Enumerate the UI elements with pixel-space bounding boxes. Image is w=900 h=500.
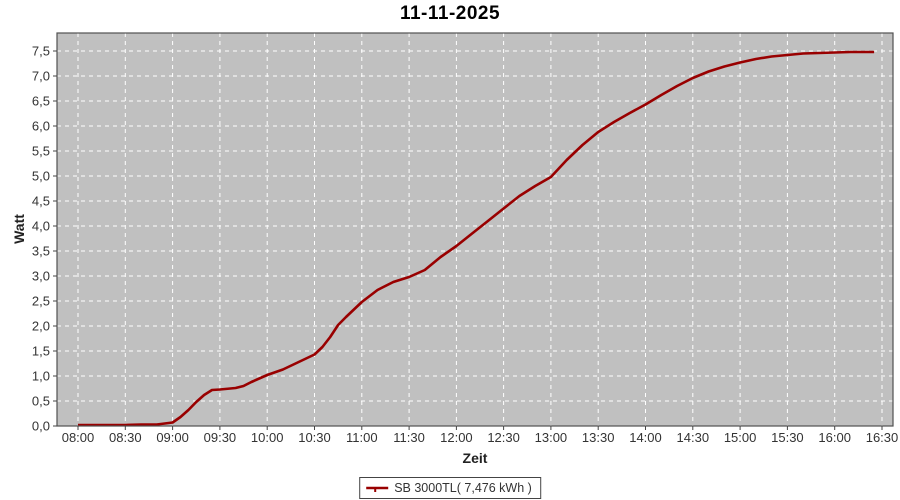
y-tick-label: 0,0 (32, 419, 50, 434)
y-tick-label: 3,0 (32, 269, 50, 284)
x-tick-label: 15:30 (771, 430, 804, 445)
x-tick-label: 10:30 (298, 430, 331, 445)
y-tick-label: 6,5 (32, 94, 50, 109)
x-tick-label: 09:30 (204, 430, 237, 445)
series-line-icon (366, 486, 389, 492)
x-tick-label: 15:00 (724, 430, 757, 445)
y-tick-label: 4,5 (32, 194, 50, 209)
x-tick-label: 08:00 (62, 430, 95, 445)
x-tick-label: 09:00 (156, 430, 189, 445)
y-tick-label: 5,0 (32, 169, 50, 184)
x-tick-label: 16:30 (866, 430, 899, 445)
y-tick-label: 2,5 (32, 294, 50, 309)
x-tick-label: 13:30 (582, 430, 615, 445)
y-axis-title: Watt (11, 214, 27, 244)
y-tick-label: 2,0 (32, 319, 50, 334)
x-tick-label: 14:30 (677, 430, 710, 445)
y-tick-label: 6,0 (32, 119, 50, 134)
y-tick-label: 1,5 (32, 344, 50, 359)
chart-title: 11-11-2025 (399, 3, 501, 24)
y-tick-label: 7,0 (32, 69, 50, 84)
x-tick-label: 08:30 (109, 430, 142, 445)
x-tick-label: 16:00 (818, 430, 851, 445)
x-tick-label: 13:00 (535, 430, 568, 445)
y-tick-label: 5,5 (32, 144, 50, 159)
y-tick-label: 4,0 (32, 219, 50, 234)
y-tick-label: 7,5 (32, 44, 50, 59)
x-axis-title: Zeit (462, 450, 488, 466)
x-tick-label: 11:30 (393, 430, 425, 445)
legend: SB 3000TL( 7,476 kWh ) (359, 477, 541, 499)
legend-series-label: SB 3000TL( 7,476 kWh ) (394, 481, 532, 495)
y-tick-label: 0,5 (32, 394, 50, 409)
y-tick-label: 3,5 (32, 244, 50, 259)
x-tick-label: 12:30 (487, 430, 520, 445)
x-tick-label: 14:00 (629, 430, 662, 445)
plot-area[interactable] (57, 33, 893, 426)
x-tick-label: 10:00 (251, 430, 284, 445)
x-tick-label: 12:00 (440, 430, 473, 445)
y-tick-label: 1,0 (32, 369, 50, 384)
series-line (78, 50, 875, 427)
x-tick-label: 11:00 (346, 430, 378, 445)
plot-border (56, 32, 894, 427)
